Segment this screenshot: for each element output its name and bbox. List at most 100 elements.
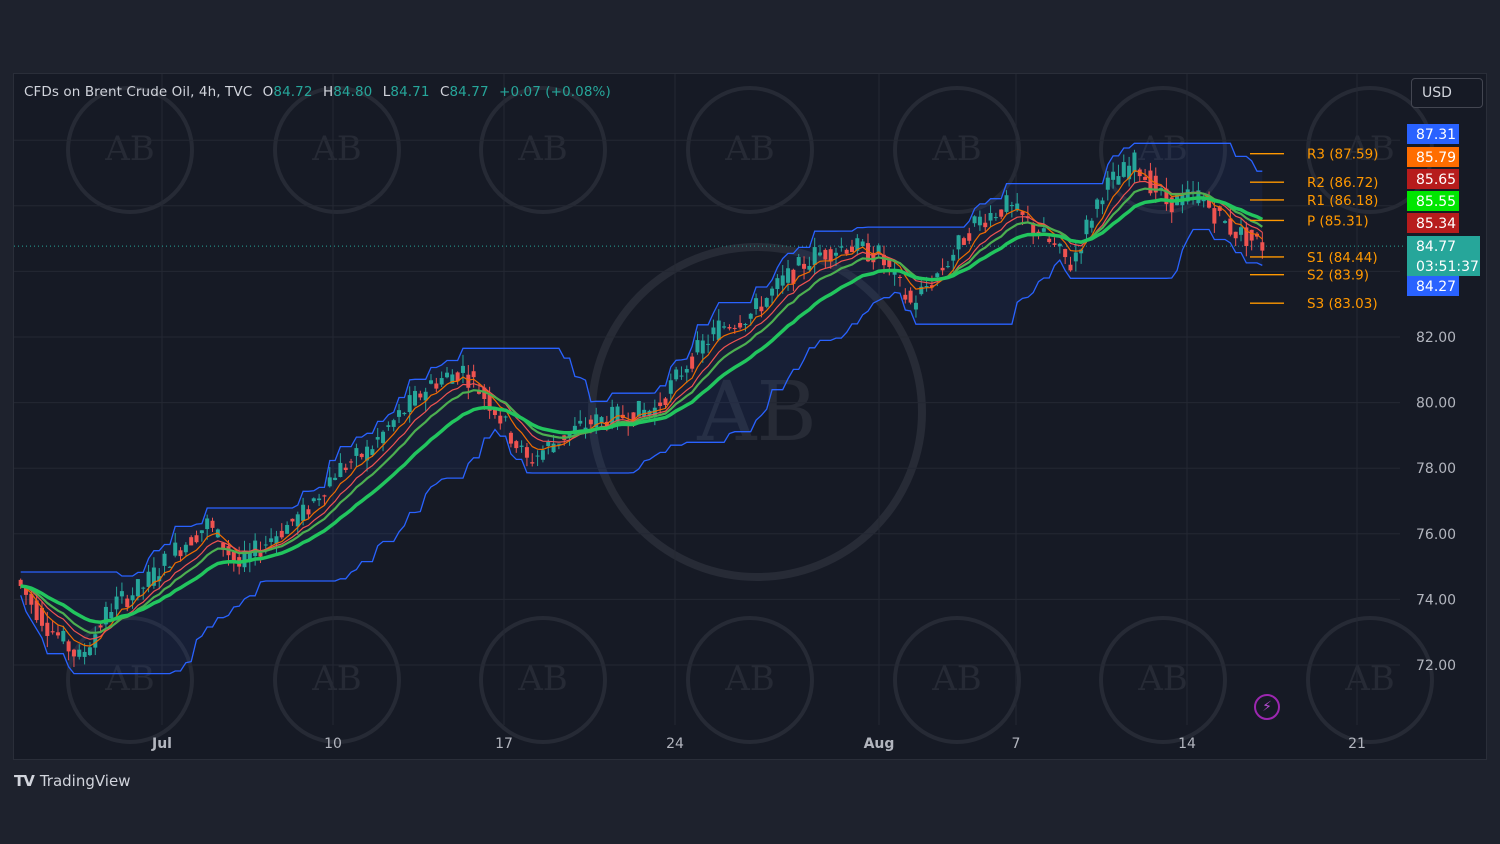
- candle-body: [460, 365, 465, 373]
- candle-body: [860, 241, 865, 247]
- candle-body: [1020, 211, 1025, 215]
- candle-body: [242, 550, 247, 568]
- pivot-label: R1 (86.18): [1307, 193, 1378, 209]
- price-badge-value: 87.31: [1416, 127, 1456, 143]
- watermark-ring: [479, 616, 607, 744]
- candle-body: [658, 402, 663, 407]
- candle-body: [615, 406, 620, 422]
- price-badge: [1407, 276, 1459, 296]
- lightning-icon[interactable]: ⚡: [1254, 694, 1280, 720]
- candle-body: [327, 477, 332, 487]
- candle-body: [87, 647, 92, 656]
- candle-body: [578, 420, 583, 424]
- candle-body: [807, 265, 812, 270]
- candle-body: [508, 432, 513, 444]
- price-badge-value: 85.79: [1416, 150, 1456, 166]
- symbol-title[interactable]: CFDs on Brent Crude Oil, 4h, TVC: [24, 84, 253, 100]
- watermark-ring: [1099, 86, 1227, 214]
- symbol-legend[interactable]: CFDs on Brent Crude Oil, 4h, TVC O84.72 …: [24, 84, 611, 100]
- candle-body: [162, 553, 167, 566]
- tradingview-brand[interactable]: TV TradingView: [14, 772, 130, 790]
- candle-body: [295, 514, 300, 527]
- watermark-label: AB: [931, 129, 982, 169]
- ohlc-low: 84.71: [390, 84, 430, 100]
- candle-body: [993, 217, 998, 219]
- candle-body: [1185, 189, 1190, 202]
- candle-body: [247, 552, 252, 562]
- candle-body: [279, 530, 284, 538]
- candle-body: [1073, 252, 1078, 262]
- price-badge: [1407, 124, 1459, 144]
- watermark-ring: [479, 86, 607, 214]
- ema-mid: [20, 187, 1263, 634]
- candle-body: [205, 518, 210, 530]
- ohlc-high-label: H: [322, 84, 334, 100]
- candle-body: [253, 540, 258, 557]
- candle-body: [1239, 227, 1244, 235]
- price-badge-value: 85.65: [1416, 172, 1456, 188]
- chart-grid: [14, 74, 1405, 725]
- candle-body: [668, 380, 673, 394]
- watermark-ring: [273, 86, 401, 214]
- pivot-label: R3 (87.59): [1307, 147, 1378, 163]
- candle-body: [1132, 152, 1137, 173]
- candle-body: [834, 252, 839, 256]
- candle-body: [967, 233, 972, 241]
- candle-body: [1009, 205, 1014, 207]
- candle-body: [844, 249, 849, 254]
- candle-body: [754, 298, 759, 310]
- candle-body: [183, 544, 188, 553]
- price-channel: [20, 142, 1263, 675]
- candle-body: [743, 323, 748, 325]
- candle-body: [1004, 195, 1009, 212]
- price-axis[interactable]: 72.00 74.00 76.00 78.00 80.00 82.00: [1416, 330, 1456, 674]
- candle-body: [983, 222, 988, 228]
- candle-body: [103, 606, 108, 625]
- candle-body: [945, 266, 950, 268]
- time-tick-label: Aug: [864, 736, 895, 752]
- watermark-label: AB: [1344, 129, 1395, 169]
- candle-body: [93, 634, 98, 648]
- candle-body: [546, 441, 551, 447]
- candle-body: [1068, 264, 1073, 271]
- candle-body: [498, 415, 503, 424]
- channel-upper: [20, 142, 1263, 577]
- price-badge: [1407, 147, 1459, 167]
- watermark-layer: ABABABABABABABABABABABABABABAB: [66, 86, 1434, 744]
- currency-button[interactable]: USD: [1411, 78, 1483, 108]
- candle-body: [695, 340, 700, 353]
- watermark-label: AB: [517, 129, 568, 169]
- candle-body: [961, 238, 966, 245]
- pivot-label: S2 (83.9): [1307, 268, 1369, 284]
- watermark-label: AB: [311, 659, 362, 699]
- candle-body: [194, 535, 199, 543]
- price-tick-label: 80.00: [1416, 396, 1456, 412]
- candle-body: [50, 631, 55, 633]
- candle-body: [524, 447, 529, 458]
- ohlc-low-label: L: [382, 84, 391, 100]
- candle-body: [706, 343, 711, 345]
- candle-body: [1233, 231, 1238, 239]
- time-axis[interactable]: Jul 10 17 24 Aug 7 14 21: [151, 736, 1366, 752]
- candle-body: [466, 374, 471, 388]
- tradingview-logo-icon: TV: [14, 772, 35, 790]
- price-badge: [1407, 169, 1459, 189]
- candle-body: [135, 579, 140, 597]
- candle-body: [34, 600, 39, 621]
- candle-body: [770, 288, 775, 296]
- candle-body: [690, 356, 695, 369]
- candle-body: [82, 651, 87, 657]
- price-tick-label: 74.00: [1416, 592, 1456, 608]
- price-badge: [1407, 213, 1459, 233]
- candle-body: [1089, 220, 1094, 228]
- candle-body: [391, 420, 396, 427]
- candle-body: [519, 445, 524, 447]
- candle-body: [476, 390, 481, 394]
- candle-body: [1148, 170, 1153, 194]
- candle-body: [887, 258, 892, 267]
- candle-body: [897, 276, 902, 278]
- candle-body: [1057, 243, 1062, 247]
- candle-body: [1169, 197, 1174, 213]
- candle-body: [732, 327, 737, 329]
